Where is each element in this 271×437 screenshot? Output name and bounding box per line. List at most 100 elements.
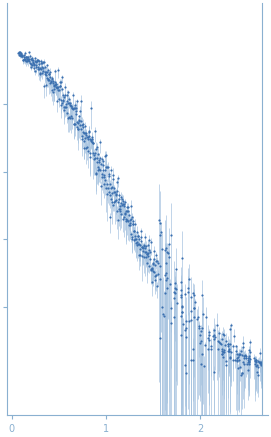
Point <box>152 269 157 276</box>
Point <box>96 150 101 157</box>
Point <box>92 156 96 163</box>
Point <box>131 220 135 227</box>
Point <box>257 358 261 365</box>
Point <box>142 233 147 240</box>
Point <box>95 159 99 166</box>
Point <box>179 286 183 293</box>
Point <box>207 331 211 338</box>
Point <box>106 173 111 180</box>
Point <box>16 50 20 57</box>
Point <box>189 357 193 364</box>
Point <box>234 351 239 358</box>
Point <box>47 77 51 84</box>
Point <box>64 104 68 111</box>
Point <box>41 64 45 71</box>
Point <box>25 54 29 61</box>
Point <box>112 188 116 195</box>
Point <box>122 210 127 217</box>
Point <box>238 351 243 358</box>
Point <box>172 295 176 302</box>
Point <box>102 172 106 179</box>
Point <box>133 232 138 239</box>
Point <box>27 49 31 56</box>
Point <box>246 367 250 374</box>
Point <box>73 121 78 128</box>
Point <box>116 199 121 206</box>
Point <box>46 75 50 82</box>
Point <box>95 143 99 150</box>
Point <box>258 358 263 365</box>
Point <box>121 213 126 220</box>
Point <box>221 349 225 356</box>
Point <box>214 322 219 329</box>
Point <box>79 97 83 104</box>
Point <box>82 129 86 136</box>
Point <box>158 232 163 239</box>
Point <box>127 216 132 223</box>
Point <box>96 165 101 172</box>
Point <box>117 196 121 203</box>
Point <box>69 103 73 110</box>
Point <box>140 253 145 260</box>
Point <box>252 357 257 364</box>
Point <box>46 77 50 84</box>
Point <box>226 343 230 350</box>
Point <box>246 356 250 363</box>
Point <box>86 132 91 139</box>
Point <box>39 65 44 72</box>
Point <box>101 158 105 165</box>
Point <box>174 285 178 292</box>
Point <box>99 170 104 177</box>
Point <box>139 234 144 241</box>
Point <box>253 360 257 367</box>
Point <box>51 82 56 89</box>
Point <box>79 118 83 125</box>
Point <box>128 221 132 228</box>
Point <box>163 290 167 297</box>
Point <box>76 119 80 126</box>
Point <box>224 337 228 344</box>
Point <box>74 107 79 114</box>
Point <box>126 204 130 211</box>
Point <box>226 347 231 354</box>
Point <box>146 249 150 256</box>
Point <box>219 346 224 353</box>
Point <box>68 102 73 109</box>
Point <box>89 137 93 144</box>
Point <box>129 230 133 237</box>
Point <box>49 86 54 93</box>
Point <box>119 199 123 206</box>
Point <box>152 256 156 263</box>
Point <box>212 332 216 339</box>
Point <box>69 103 73 110</box>
Point <box>173 289 177 296</box>
Point <box>180 321 185 328</box>
Point <box>259 362 264 369</box>
Point <box>135 242 139 249</box>
Point <box>76 126 80 133</box>
Point <box>105 191 109 198</box>
Point <box>226 341 231 348</box>
Point <box>206 335 210 342</box>
Point <box>112 185 117 192</box>
Point <box>199 327 203 334</box>
Point <box>24 58 28 65</box>
Point <box>149 265 153 272</box>
Point <box>60 100 64 107</box>
Point <box>125 216 129 223</box>
Point <box>246 360 251 367</box>
Point <box>37 64 42 71</box>
Point <box>111 176 116 183</box>
Point <box>184 324 188 331</box>
Point <box>130 236 134 243</box>
Point <box>84 132 88 139</box>
Point <box>82 137 86 144</box>
Point <box>104 163 108 170</box>
Point <box>131 228 136 235</box>
Point <box>188 308 193 315</box>
Point <box>33 67 38 74</box>
Point <box>141 243 146 250</box>
Point <box>17 49 21 55</box>
Point <box>221 332 226 339</box>
Point <box>44 68 49 75</box>
